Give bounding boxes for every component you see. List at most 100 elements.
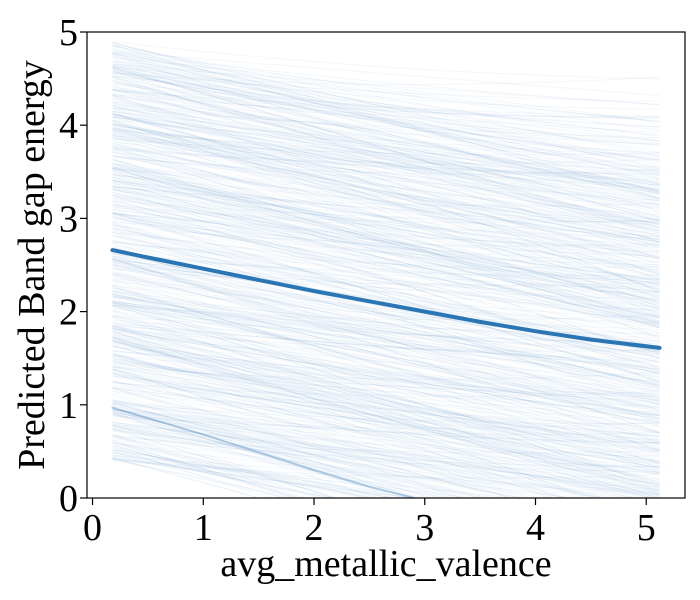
sample-line <box>112 400 432 498</box>
sample-line <box>112 72 660 86</box>
sample-line <box>112 380 462 498</box>
sample-line <box>112 387 660 469</box>
sample-line <box>112 409 660 443</box>
sample-line <box>112 427 557 498</box>
sample-line <box>112 304 660 374</box>
sample-line <box>112 155 660 240</box>
sample-line <box>112 304 660 368</box>
sample-line <box>112 247 660 348</box>
sample-line <box>112 321 660 360</box>
sample-line <box>112 372 660 445</box>
lower-sample-line <box>111 406 415 498</box>
sample-line <box>112 154 660 238</box>
sample-line <box>112 376 660 462</box>
sample-line <box>112 170 660 359</box>
sample-line <box>112 186 660 237</box>
sample-line <box>112 185 660 301</box>
sample-line <box>112 79 660 201</box>
sample-line <box>112 402 465 498</box>
sample-line <box>112 414 660 457</box>
sample-line <box>112 293 660 462</box>
sample-line <box>112 48 660 177</box>
sample-line <box>112 90 660 117</box>
sample-line <box>112 315 660 416</box>
y-tick-label: 2 <box>59 292 78 334</box>
sample-line <box>112 223 660 359</box>
sample-line <box>112 173 660 290</box>
sample-line <box>112 168 660 231</box>
sample-line <box>112 58 660 212</box>
sample-line <box>112 423 475 498</box>
sample-line <box>112 299 660 489</box>
sample-line <box>112 264 660 416</box>
sample-line <box>112 302 660 420</box>
sample-line <box>112 405 568 498</box>
sample-line <box>112 442 660 494</box>
sample-line <box>112 415 660 429</box>
sample-line <box>112 360 554 498</box>
series-lines <box>110 248 662 498</box>
sample-line <box>112 279 660 427</box>
sample-line <box>112 180 660 277</box>
sample-line <box>112 336 660 492</box>
sample-line <box>112 215 660 383</box>
sample-line <box>112 424 660 496</box>
sample-line <box>112 413 660 474</box>
sample-line <box>112 369 660 496</box>
sample-line <box>112 449 397 498</box>
sample-line <box>112 208 660 256</box>
sample-line <box>112 216 660 343</box>
sample-line <box>112 335 660 498</box>
sample-line <box>112 231 660 389</box>
sample-line <box>112 234 660 394</box>
sample-line <box>112 458 660 479</box>
sample-line <box>112 301 660 463</box>
sample-line <box>112 435 308 498</box>
sample-line <box>112 53 660 218</box>
y-axis-label: Predicted Band gap energy <box>11 60 53 470</box>
sample-line <box>112 107 660 139</box>
sample-line <box>112 290 660 400</box>
sample-line <box>112 458 514 498</box>
sample-line <box>112 240 660 280</box>
sample-line <box>112 167 660 309</box>
sample-line <box>112 82 660 128</box>
sample-line <box>112 72 660 176</box>
sample-line <box>112 176 660 286</box>
sample-line <box>112 268 660 286</box>
sample-line <box>112 94 660 133</box>
sample-line <box>112 116 660 307</box>
sample-line <box>112 163 660 245</box>
sample-line <box>112 105 660 194</box>
sample-line <box>112 444 300 498</box>
sample-line <box>112 257 660 453</box>
sample-line <box>112 69 660 199</box>
sample-line <box>112 167 660 323</box>
sample-line <box>112 158 660 309</box>
sample-line <box>112 336 660 396</box>
sample-line <box>112 151 660 241</box>
sample-line <box>112 142 660 311</box>
sample-line <box>112 380 660 475</box>
sample-line <box>112 213 660 253</box>
sample-line <box>112 167 660 316</box>
sample-line <box>112 132 660 241</box>
sample-line <box>112 120 660 275</box>
sample-line <box>112 52 660 106</box>
sample-line <box>112 122 660 280</box>
sample-line <box>112 355 608 498</box>
sample-line <box>112 88 660 226</box>
sample-line <box>112 110 660 190</box>
sample-line <box>112 360 660 398</box>
sample-line <box>112 267 660 300</box>
sample-line <box>112 222 660 348</box>
sample-line <box>112 70 660 165</box>
sample-line <box>112 310 660 382</box>
x-tick-label: 2 <box>305 507 324 549</box>
sample-line <box>112 273 660 387</box>
sample-line <box>112 113 660 243</box>
sample-line <box>112 191 660 326</box>
sample-line <box>112 257 660 328</box>
sample-line <box>112 70 660 156</box>
sample-line <box>112 445 332 498</box>
